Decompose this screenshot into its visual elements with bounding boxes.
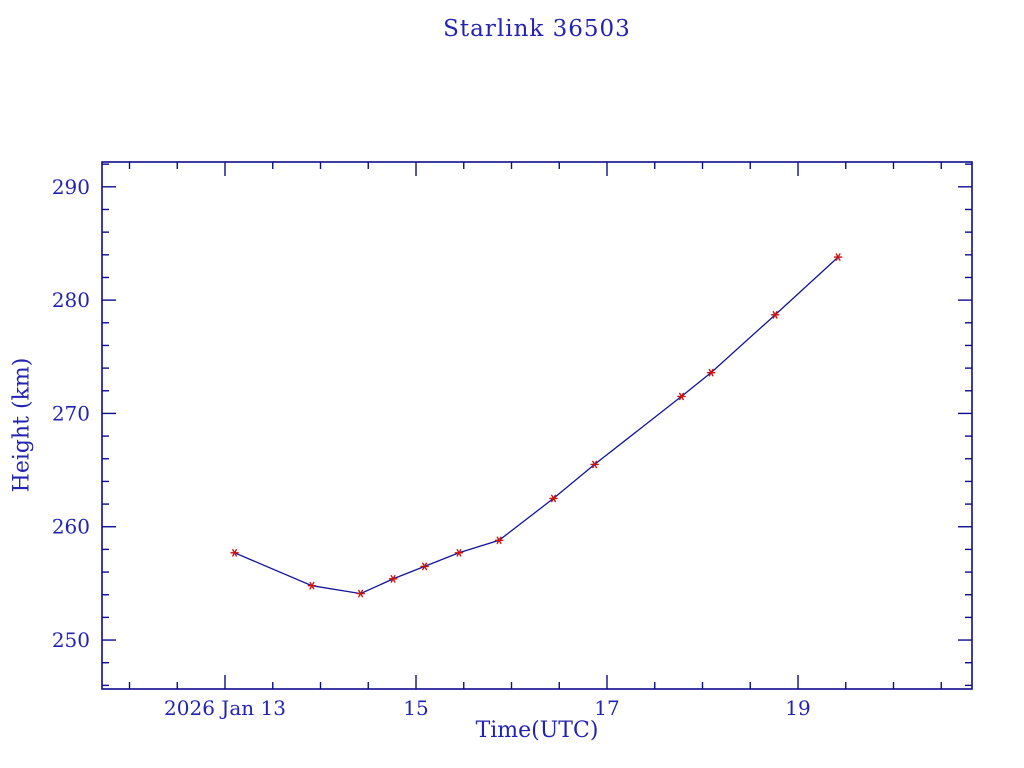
data-point-marker xyxy=(590,460,599,469)
marker-stroke xyxy=(496,536,502,545)
data-point-marker xyxy=(833,253,843,261)
marker-stroke xyxy=(772,311,778,319)
chart-title: Starlink 36503 xyxy=(443,16,631,42)
data-point-marker xyxy=(706,368,716,377)
marker-stroke xyxy=(551,494,557,503)
data-point-marker xyxy=(420,562,429,571)
marker-stroke xyxy=(708,368,714,377)
axis-ticks xyxy=(102,162,972,689)
marker-stroke xyxy=(422,562,428,571)
x-tick-label: 17 xyxy=(594,696,619,720)
marker-stroke xyxy=(835,253,841,261)
data-point-marker xyxy=(677,392,686,401)
y-tick-label: 270 xyxy=(52,401,90,425)
marker-stroke xyxy=(390,575,396,583)
data-point-marker xyxy=(454,548,464,557)
marker-stroke xyxy=(456,548,462,557)
data-point-marker xyxy=(356,589,365,598)
marker-stroke xyxy=(358,589,364,598)
y-tick-label: 260 xyxy=(52,515,90,539)
x-tick-label: 19 xyxy=(785,696,810,720)
marker-stroke xyxy=(592,460,598,469)
y-tick-label: 280 xyxy=(52,288,90,312)
data-point-marker xyxy=(494,536,504,545)
y-tick-label: 290 xyxy=(52,175,90,199)
data-point-marker xyxy=(307,581,317,590)
data-point-marker xyxy=(549,494,558,503)
y-tick-label: 250 xyxy=(52,628,90,652)
data-point-marker xyxy=(388,575,398,583)
x-tick-label: 2026 Jan 13 xyxy=(164,696,286,720)
tick-labels: 2026 Jan 13 15 17 19 250 260 270 280 290 xyxy=(52,175,811,720)
data-point-marker xyxy=(230,548,239,557)
x-axis-title: Time(UTC) xyxy=(475,718,599,743)
x-tick-label: 15 xyxy=(403,696,428,720)
data-line xyxy=(234,256,839,595)
marker-stroke xyxy=(678,392,684,401)
marker-stroke xyxy=(309,581,315,590)
data-points xyxy=(230,253,843,598)
marker-stroke xyxy=(232,548,238,557)
plot-frame xyxy=(101,161,973,690)
data-point-marker xyxy=(770,311,780,319)
